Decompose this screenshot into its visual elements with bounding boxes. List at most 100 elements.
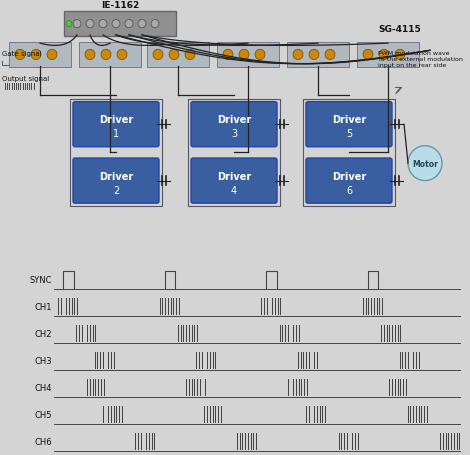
Text: Motor: Motor bbox=[412, 159, 438, 168]
Bar bbox=[203, 379, 204, 396]
Circle shape bbox=[73, 20, 81, 29]
Bar bbox=[168, 298, 169, 315]
Bar bbox=[103, 352, 104, 369]
Circle shape bbox=[408, 147, 442, 181]
Bar bbox=[382, 298, 383, 315]
FancyBboxPatch shape bbox=[217, 43, 279, 67]
Bar bbox=[143, 433, 144, 450]
Bar bbox=[312, 352, 313, 369]
Bar bbox=[90, 379, 91, 396]
Bar bbox=[108, 352, 109, 369]
Circle shape bbox=[125, 20, 133, 29]
Bar bbox=[207, 406, 208, 423]
Text: 6: 6 bbox=[346, 185, 352, 195]
Bar bbox=[221, 406, 222, 423]
Bar bbox=[189, 325, 190, 342]
Bar bbox=[196, 352, 197, 369]
Text: 3: 3 bbox=[231, 129, 237, 139]
Bar bbox=[186, 325, 187, 342]
Bar bbox=[416, 406, 417, 423]
Text: 1: 1 bbox=[113, 129, 119, 139]
Bar bbox=[366, 298, 367, 315]
Bar bbox=[61, 298, 62, 315]
Bar bbox=[90, 325, 91, 342]
Bar bbox=[264, 298, 265, 315]
Bar bbox=[146, 433, 147, 450]
Circle shape bbox=[99, 20, 107, 29]
Bar bbox=[390, 379, 391, 396]
Bar bbox=[253, 433, 254, 450]
Bar bbox=[197, 379, 198, 396]
Bar bbox=[77, 298, 78, 315]
Bar bbox=[320, 406, 321, 423]
Bar bbox=[285, 325, 286, 342]
Circle shape bbox=[255, 50, 265, 61]
Bar bbox=[192, 325, 193, 342]
Bar bbox=[163, 298, 164, 315]
Bar bbox=[181, 325, 182, 342]
Bar bbox=[451, 433, 452, 450]
Text: SYNC: SYNC bbox=[29, 275, 52, 284]
Circle shape bbox=[85, 50, 95, 61]
Text: 5: 5 bbox=[346, 129, 352, 139]
Bar bbox=[309, 352, 310, 369]
Bar bbox=[459, 433, 460, 450]
Bar bbox=[103, 406, 104, 423]
Bar bbox=[448, 433, 449, 450]
FancyBboxPatch shape bbox=[147, 43, 209, 67]
Bar bbox=[192, 379, 193, 396]
Text: CH1: CH1 bbox=[34, 302, 52, 311]
Bar bbox=[392, 325, 393, 342]
Bar bbox=[138, 433, 139, 450]
Bar bbox=[290, 379, 291, 396]
Bar bbox=[419, 352, 420, 369]
Bar bbox=[379, 298, 380, 315]
Bar bbox=[122, 406, 123, 423]
Bar bbox=[93, 325, 94, 342]
Bar bbox=[406, 379, 407, 396]
Text: Driver: Driver bbox=[217, 115, 251, 125]
Bar bbox=[309, 406, 310, 423]
Bar bbox=[101, 379, 102, 396]
Bar bbox=[119, 406, 120, 423]
Circle shape bbox=[138, 20, 146, 29]
Bar bbox=[392, 379, 393, 396]
Bar bbox=[306, 406, 307, 423]
Bar bbox=[275, 298, 276, 315]
Bar bbox=[296, 325, 297, 342]
Bar bbox=[97, 352, 98, 369]
Bar bbox=[293, 379, 294, 396]
Bar bbox=[303, 99, 395, 207]
Bar bbox=[63, 298, 64, 315]
Bar bbox=[278, 298, 279, 315]
Bar bbox=[199, 352, 200, 369]
Bar bbox=[368, 298, 369, 315]
Bar bbox=[301, 352, 302, 369]
Circle shape bbox=[169, 50, 179, 61]
Circle shape bbox=[395, 50, 405, 61]
Circle shape bbox=[223, 50, 233, 61]
Text: IE-1162: IE-1162 bbox=[101, 1, 139, 10]
Bar bbox=[352, 433, 353, 450]
Bar bbox=[106, 352, 107, 369]
Bar bbox=[424, 406, 425, 423]
Bar bbox=[237, 433, 238, 450]
Bar bbox=[100, 352, 101, 369]
Circle shape bbox=[151, 20, 159, 29]
Bar bbox=[281, 298, 282, 315]
Bar bbox=[171, 298, 172, 315]
Bar bbox=[204, 352, 205, 369]
Bar bbox=[95, 325, 96, 342]
Bar bbox=[395, 379, 396, 396]
Circle shape bbox=[86, 20, 94, 29]
Bar bbox=[443, 433, 444, 450]
Bar bbox=[400, 325, 401, 342]
Bar bbox=[408, 352, 409, 369]
Bar bbox=[267, 298, 268, 315]
Bar bbox=[240, 433, 241, 450]
Bar bbox=[165, 298, 166, 315]
Text: CH2: CH2 bbox=[34, 329, 52, 338]
Circle shape bbox=[47, 50, 57, 61]
Bar bbox=[224, 406, 225, 423]
Bar bbox=[347, 433, 348, 450]
